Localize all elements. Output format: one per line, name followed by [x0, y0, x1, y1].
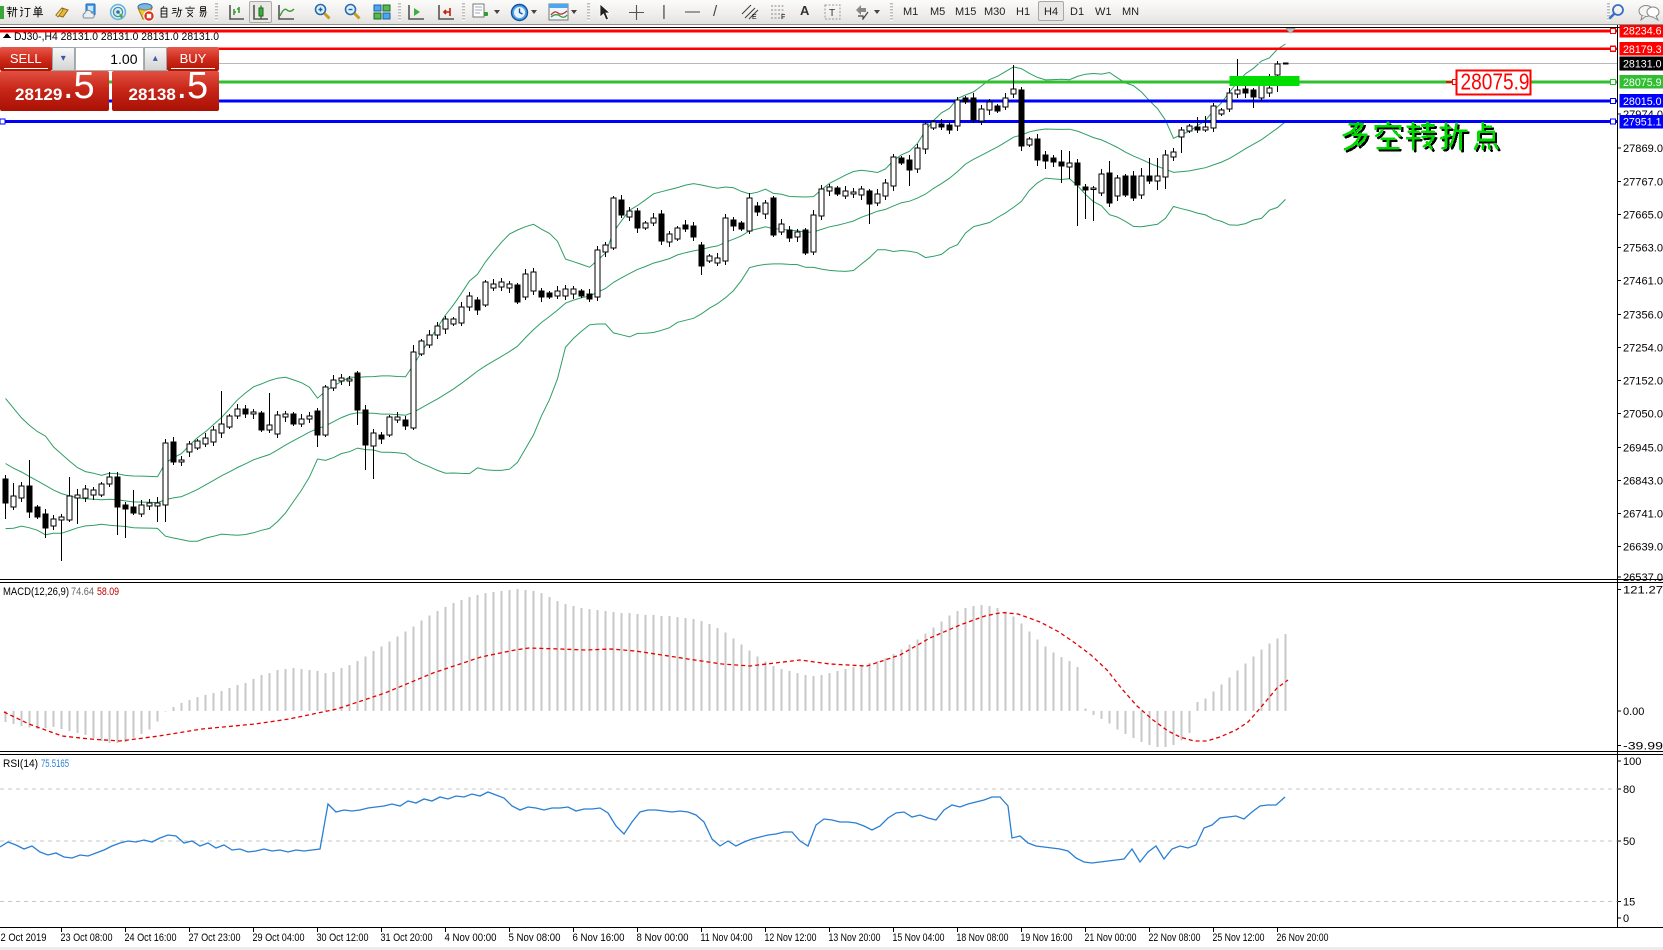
svg-text:27951.1: 27951.1: [1623, 117, 1662, 129]
svg-text:28015.0: 28015.0: [1623, 96, 1662, 108]
svg-text:MACD(12,26,9): MACD(12,26,9): [3, 586, 69, 598]
svg-text:13 Nov 20:00: 13 Nov 20:00: [829, 932, 881, 944]
svg-text:24 Oct 16:00: 24 Oct 16:00: [125, 932, 177, 944]
svg-text:28234.6: 28234.6: [1623, 26, 1662, 38]
svg-text:27254.0: 27254.0: [1623, 342, 1663, 354]
svg-text:26537.0: 26537.0: [1623, 572, 1663, 584]
svg-text:F: F: [781, 14, 785, 20]
svg-text:19 Nov 16:00: 19 Nov 16:00: [1021, 932, 1073, 944]
svg-text:6 Nov 16:00: 6 Nov 16:00: [573, 932, 625, 944]
svg-text:22 Nov 08:00: 22 Nov 08:00: [1149, 932, 1201, 944]
svg-text:T: T: [829, 8, 835, 19]
svg-text:27356.0: 27356.0: [1623, 309, 1663, 321]
svg-text:-39.99: -39.99: [1623, 740, 1663, 752]
svg-text:15 Nov 04:00: 15 Nov 04:00: [893, 932, 945, 944]
svg-text:100: 100: [1623, 756, 1641, 768]
svg-text:26741.0: 26741.0: [1623, 509, 1663, 521]
svg-text:74.64: 74.64: [71, 586, 94, 598]
svg-text:15: 15: [1623, 897, 1635, 909]
svg-text:28075.9: 28075.9: [1461, 69, 1530, 95]
svg-text:27869.0: 27869.0: [1623, 143, 1663, 155]
svg-text:RSI(14): RSI(14): [3, 758, 38, 770]
svg-text:11 Nov 04:00: 11 Nov 04:00: [701, 932, 753, 944]
svg-text:58.09: 58.09: [97, 586, 119, 598]
svg-text:2 Oct 2019: 2 Oct 2019: [1, 932, 47, 944]
svg-text:21 Nov 00:00: 21 Nov 00:00: [1085, 932, 1137, 944]
svg-text:26639.0: 26639.0: [1623, 542, 1663, 554]
svg-text:121.27: 121.27: [1623, 585, 1663, 597]
svg-text:0: 0: [1623, 913, 1629, 925]
svg-text:26843.0: 26843.0: [1623, 475, 1663, 487]
svg-text:27767.0: 27767.0: [1623, 176, 1663, 188]
svg-text:5 Nov 08:00: 5 Nov 08:00: [509, 932, 561, 944]
svg-text:31 Oct 20:00: 31 Oct 20:00: [381, 932, 433, 944]
svg-text:12 Nov 12:00: 12 Nov 12:00: [765, 932, 817, 944]
svg-text:75.5165: 75.5165: [41, 758, 69, 770]
svg-text:0.00: 0.00: [1623, 706, 1644, 718]
svg-text:29 Oct 04:00: 29 Oct 04:00: [253, 932, 305, 944]
svg-text:28075.9: 28075.9: [1623, 77, 1662, 89]
svg-text:50: 50: [1623, 836, 1635, 848]
svg-text:80: 80: [1623, 784, 1635, 796]
svg-text:30 Oct 12:00: 30 Oct 12:00: [317, 932, 369, 944]
svg-text:27152.0: 27152.0: [1623, 375, 1663, 387]
svg-text:18 Nov 08:00: 18 Nov 08:00: [957, 932, 1009, 944]
svg-text:27665.0: 27665.0: [1623, 209, 1663, 221]
svg-text:E: E: [752, 14, 757, 20]
svg-text:27461.0: 27461.0: [1623, 275, 1663, 287]
svg-text:4 Nov 00:00: 4 Nov 00:00: [445, 932, 497, 944]
svg-text:27 Oct 23:00: 27 Oct 23:00: [189, 932, 241, 944]
svg-text:8 Nov 00:00: 8 Nov 00:00: [637, 932, 689, 944]
svg-text:25 Nov 12:00: 25 Nov 12:00: [1213, 932, 1265, 944]
svg-text:26945.0: 26945.0: [1623, 442, 1663, 454]
svg-text:23 Oct 08:00: 23 Oct 08:00: [61, 932, 113, 944]
svg-text:27563.0: 27563.0: [1623, 242, 1663, 254]
svg-text:DJ30-,H4 28131.0 28131.0 2813: DJ30-,H4 28131.0 28131.0 28131.0 28131.0: [14, 31, 219, 43]
svg-text:28179.3: 28179.3: [1623, 44, 1662, 56]
svg-text:26 Nov 20:00: 26 Nov 20:00: [1277, 932, 1329, 944]
svg-text:28131.0: 28131.0: [1623, 59, 1662, 71]
svg-text:27050.0: 27050.0: [1623, 409, 1663, 421]
